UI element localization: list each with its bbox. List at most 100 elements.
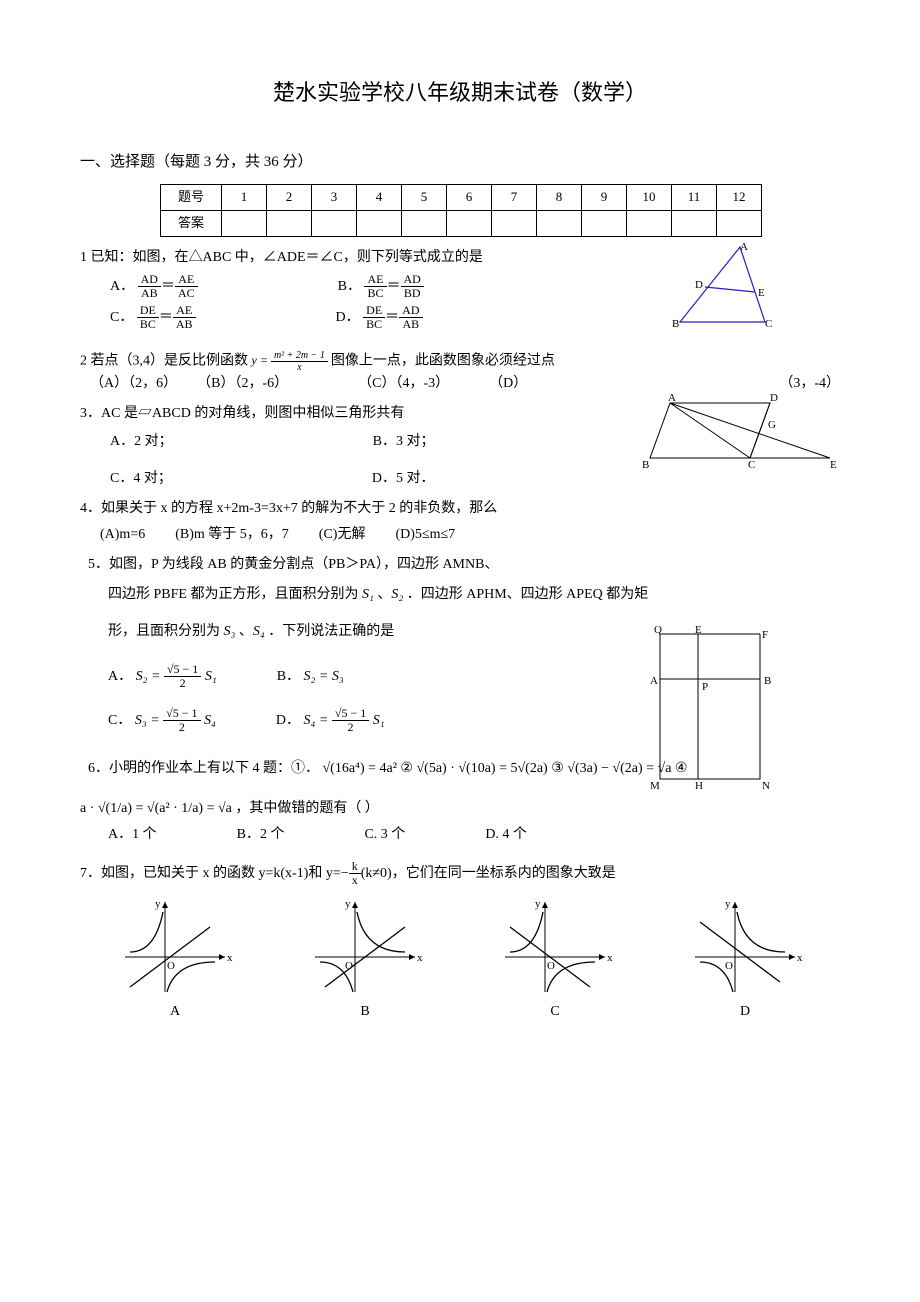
q6-p4l: ④	[675, 761, 688, 776]
q3-figure-icon: A D B C E G	[640, 393, 840, 473]
grid-col: 8	[537, 184, 582, 210]
q2-stem-post: 图像上一点，此函数图象必须经过点	[331, 353, 555, 368]
q6-p1: √(16a⁴) = 4a²	[323, 761, 397, 776]
q5-stem1: 5．如图，P 为线段 AB 的黄金分割点（PB＞PA），四边形 AMNB、	[88, 554, 840, 576]
svg-text:B: B	[642, 459, 649, 471]
grid-col: 6	[447, 184, 492, 210]
grid-cell	[447, 210, 492, 236]
svg-text:C: C	[765, 318, 772, 330]
q4-stem: 4．如果关于 x 的方程 x+2m-3=3x+7 的解为不大于 2 的非负数，那…	[80, 498, 840, 520]
svg-text:B: B	[764, 675, 771, 687]
grid-col: 9	[582, 184, 627, 210]
q7-stem-post: (k≠0)，它们在同一坐标系内的图象大致是	[361, 866, 616, 881]
q3-optB: B．3 对；	[373, 431, 435, 453]
q1-optC: C． DEBC＝AEAB	[110, 304, 196, 331]
q2-optB: （B）（2，-6）	[197, 373, 288, 395]
svg-text:y: y	[535, 898, 541, 910]
svg-text:y: y	[725, 898, 731, 910]
q1-optA: A． ADAB＝AEAC	[110, 273, 198, 300]
q6-stem-pre: 6．小明的作业本上有以下 4 题：①．	[88, 761, 319, 776]
q2-formula: y = m² + 2m − 1x	[252, 353, 331, 367]
q3-optD: D．5 对．	[372, 468, 435, 490]
answer-grid: 题号 1 2 3 4 5 6 7 8 9 10 11 12 答案	[160, 184, 762, 237]
svg-text:y: y	[155, 898, 161, 910]
q6-optA: A．1 个	[108, 824, 157, 846]
q3-optC: C．4 对；	[110, 468, 172, 490]
q1-optD: D． DEBC＝ADAB	[336, 304, 423, 331]
svg-text:E: E	[695, 624, 702, 636]
q6-line2: a · √(1/a) = √(a² · 1/a) = √a ，其中做错的题有（ …	[80, 798, 840, 820]
svg-text:O: O	[167, 960, 175, 972]
q7-graph-C: x y O C	[495, 897, 615, 1023]
grid-col: 12	[717, 184, 762, 210]
svg-text:x: x	[797, 952, 803, 964]
q7-graph-D: x y O D	[685, 897, 805, 1023]
svg-text:y: y	[345, 898, 351, 910]
question-5: 5．如图，P 为线段 AB 的黄金分割点（PB＞PA），四边形 AMNB、 四边…	[80, 554, 840, 734]
q7-graph-A: x y O A	[115, 897, 235, 1023]
q2-optD: （D）	[489, 373, 527, 395]
q4-optA: (A)m=6	[100, 524, 145, 546]
q2-optC: （C）（4，-3）	[358, 373, 449, 395]
svg-text:G: G	[768, 419, 776, 431]
page-title: 楚水实验学校八年级期末试卷（数学）	[80, 75, 840, 110]
svg-text:O: O	[345, 960, 353, 972]
q2-optD-tail: （3，-4）	[779, 373, 840, 395]
q2-stem-pre: 2 若点（3,4）是反比例函数	[80, 353, 252, 368]
grid-cell	[717, 210, 762, 236]
svg-text:x: x	[417, 952, 423, 964]
q6-p3: √(3a) − √(2a) = √a	[567, 761, 671, 776]
svg-text:E: E	[758, 287, 765, 299]
grid-cell	[267, 210, 312, 236]
grid-header-num: 题号	[161, 184, 222, 210]
question-2: 2 若点（3,4）是反比例函数 y = m² + 2m − 1x 图像上一点，此…	[80, 350, 840, 395]
svg-text:P: P	[702, 681, 708, 693]
q4-optB: (B)m 等于 5，6，7	[175, 524, 289, 546]
grid-col: 10	[627, 184, 672, 210]
svg-text:F: F	[762, 629, 768, 641]
grid-cell	[312, 210, 357, 236]
q6-p2l: ②	[400, 761, 416, 776]
q1-optB: B． AEBC＝ADBD	[338, 273, 424, 300]
q6-optB: B．2 个	[237, 824, 285, 846]
grid-cell	[672, 210, 717, 236]
grid-cell	[222, 210, 267, 236]
q7-stem-pre: 7．如图，已知关于 x 的函数 y=k(x-1)和 y=−	[80, 866, 349, 881]
grid-cell	[537, 210, 582, 236]
q1-figure-icon: A B C D E	[670, 242, 780, 332]
q6-p2: √(5a) · √(10a) = 5√(2a)	[416, 761, 547, 776]
q5-optA: A． S₂ = √5 − 12 S₁	[108, 663, 217, 690]
q4-optC: (C)无解	[319, 524, 366, 546]
grid-col: 1	[222, 184, 267, 210]
q5-stem2-pre: 四边形 PBFE 都为正方形，且面积分别为	[108, 587, 358, 602]
question-1: 1 已知：如图，在△ABC 中，∠ADE＝∠C，则下列等式成立的是 A B C …	[80, 247, 840, 332]
q5-stem3-pre: 形，且面积分别为	[108, 624, 220, 639]
grid-cell	[582, 210, 627, 236]
q7-graph-B: x y O B	[305, 897, 425, 1023]
section1-heading: 一、选择题（每题 3 分，共 36 分）	[80, 150, 840, 174]
grid-cell	[627, 210, 672, 236]
q5-optB: B． S₂ = S₃	[277, 666, 344, 688]
q6-optD: D. 4 个	[485, 824, 527, 846]
q4-optD: (D)5≤m≤7	[395, 524, 455, 546]
question-7: 7．如图，已知关于 x 的函数 y=k(x-1)和 y=−kx(k≠0)，它们在…	[80, 860, 840, 1024]
svg-text:C: C	[748, 459, 755, 471]
q5-stem3-post: ．下列说法正确的是	[268, 624, 394, 639]
grid-cell	[357, 210, 402, 236]
q6-optC: C. 3 个	[364, 824, 405, 846]
q3-optA: A．2 对；	[110, 431, 173, 453]
q5-optD: D． S₄ = √5 − 12 S₁	[276, 707, 385, 734]
q5-optC: C． S₃ = √5 − 12 S₄	[108, 707, 216, 734]
grid-col: 7	[492, 184, 537, 210]
q5-stem2-mid: ．四边形 APHM、四边形 APEQ 都为矩	[407, 587, 649, 602]
svg-text:B: B	[672, 318, 679, 330]
grid-header-ans: 答案	[161, 210, 222, 236]
svg-text:A: A	[650, 675, 658, 687]
question-3: 3．AC 是▱ABCD 的对角线，则图中相似三角形共有 A D B C E G …	[80, 403, 840, 490]
grid-col: 11	[672, 184, 717, 210]
grid-col: 3	[312, 184, 357, 210]
grid-col: 5	[402, 184, 447, 210]
svg-text:x: x	[607, 952, 613, 964]
svg-text:A: A	[668, 393, 676, 404]
svg-text:O: O	[547, 960, 555, 972]
